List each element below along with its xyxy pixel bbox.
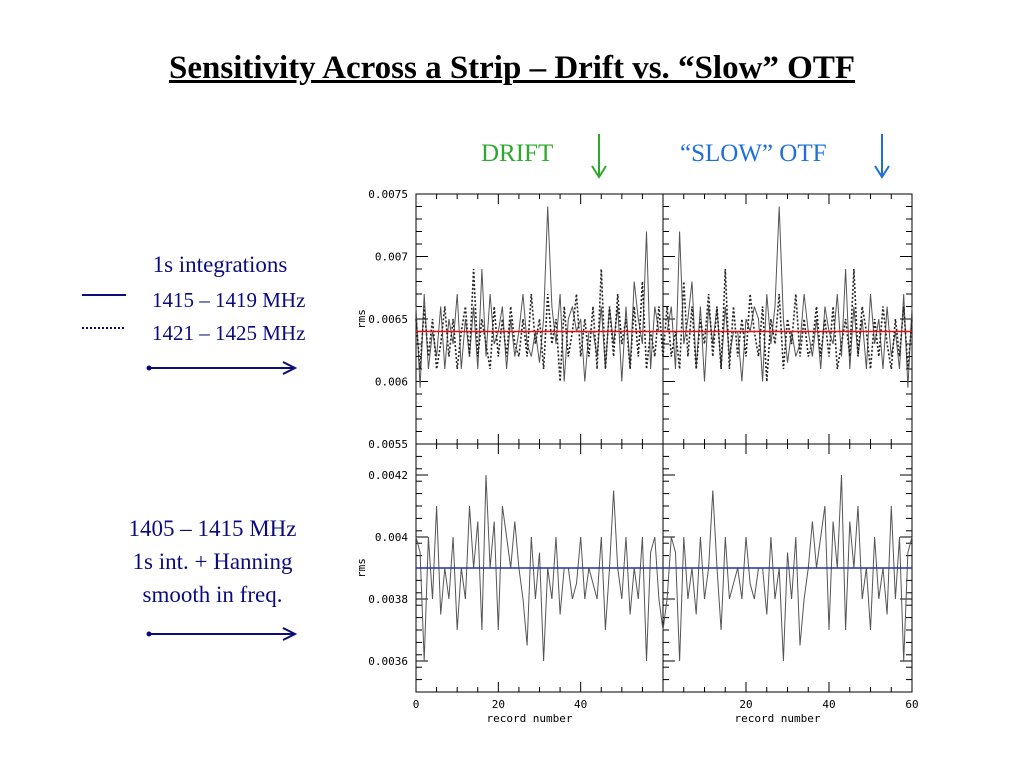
top-series-solid-otf (663, 206, 913, 388)
top-annotation-heading: 1s integrations (152, 252, 288, 277)
xtick-label: 40 (574, 698, 587, 711)
bottom-ytick-label: 0.004 (375, 531, 408, 544)
slide-title: Sensitivity Across a Strip – Drift vs. “… (169, 50, 855, 86)
bottom-annotation-line3: smooth in freq. (142, 582, 283, 607)
top-ytick-label: 0.0075 (368, 188, 408, 201)
otf-xlabel: record number (734, 712, 820, 725)
bottom-series-solid-drift (415, 474, 664, 662)
solid-legend-label: 1415 – 1419 MHz (152, 288, 306, 312)
top-ytick-label: 0.0055 (368, 438, 408, 451)
bottom-pointer-arrow-icon (146, 627, 298, 641)
xtick-label: 60 (905, 698, 918, 711)
bottom-ytick-label: 0.0038 (368, 593, 408, 606)
bottom-annotation-line2: 1s int. + Hanning (132, 549, 293, 574)
drift-column-label: DRIFT (481, 140, 554, 167)
bottom-series-solid-otf (662, 474, 913, 662)
top-pointer-arrow-icon (146, 361, 298, 375)
top-ytick-label: 0.007 (375, 251, 408, 264)
drift-xlabel: record number (486, 712, 572, 725)
otf-column-label: “SLOW” OTF (680, 140, 827, 167)
dotted-line-legend-icon (82, 327, 126, 329)
bottom-annotation: 1405 – 1415 MHz 1s int. + Hanning smooth… (80, 512, 345, 611)
otf-down-arrow-icon (874, 134, 890, 179)
xtick-label: 40 (822, 698, 835, 711)
top-series-dotted-otf (662, 268, 913, 382)
xtick-label: 20 (492, 698, 505, 711)
solid-line-legend-icon (82, 294, 126, 296)
top-ytick-label: 0.0065 (368, 313, 408, 326)
top-series-solid-drift (415, 206, 663, 388)
xtick-label: 0 (413, 698, 420, 711)
bottom-ytick-label: 0.0042 (368, 469, 408, 482)
bottom-ylabel: rms (355, 558, 368, 578)
dotted-legend-label: 1421 – 1425 MHz (152, 321, 306, 345)
xtick-label: 20 (739, 698, 752, 711)
bottom-annotation-line1: 1405 – 1415 MHz (128, 516, 297, 541)
top-series-dotted-drift (415, 268, 664, 382)
drift-down-arrow-icon (591, 134, 607, 179)
bottom-ytick-label: 0.0036 (368, 655, 408, 668)
top-ytick-label: 0.006 (375, 376, 408, 389)
top-ylabel: rms (355, 309, 368, 329)
